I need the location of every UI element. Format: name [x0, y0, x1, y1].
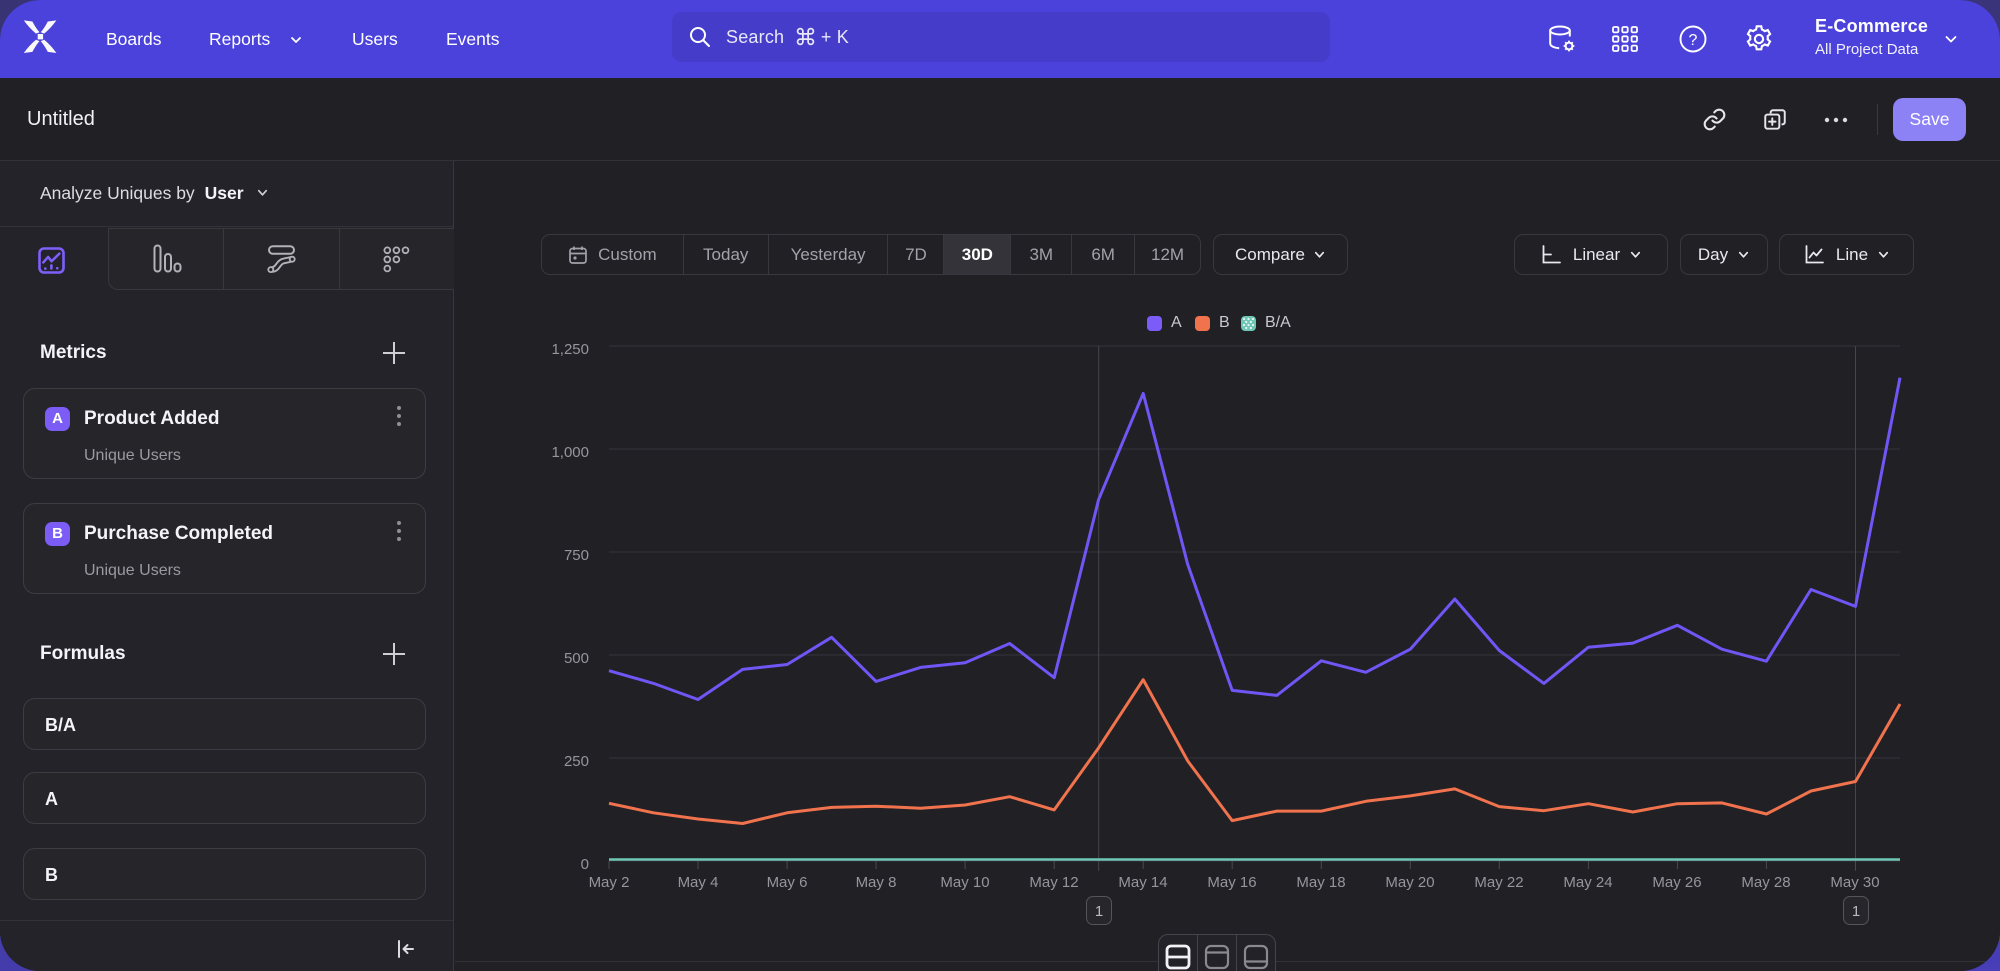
svg-text:?: ?	[1689, 32, 1698, 49]
